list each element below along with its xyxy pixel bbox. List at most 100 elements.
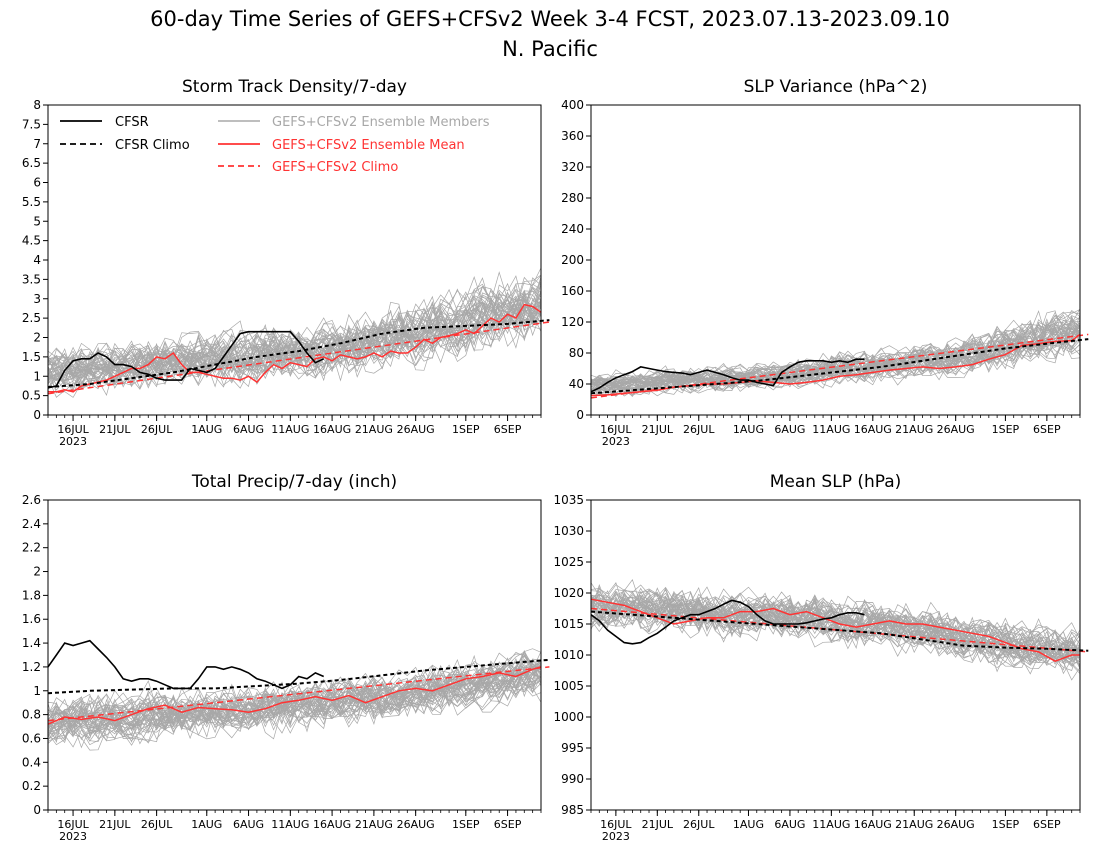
y-tick-label: 1030	[553, 524, 584, 538]
x-year-label: 2023	[602, 435, 630, 448]
x-tick-label: 16JUL	[57, 423, 89, 436]
x-tick-label: 26JUL	[141, 818, 173, 831]
x-tick-label: 21AUG	[895, 818, 933, 831]
x-tick-label: 16JUL	[600, 818, 632, 831]
y-tick-label: 990	[561, 772, 584, 786]
member-line	[590, 337, 1081, 392]
y-tick-label: 1.2	[22, 660, 41, 674]
plot-frame	[47, 499, 542, 811]
legend-cfsr-label: CFSR	[115, 115, 149, 130]
x-tick-label: 6SEP	[494, 423, 522, 436]
ensemble-members	[590, 308, 1081, 397]
x-tick-label: 6SEP	[494, 818, 522, 831]
x-tick-label: 11AUG	[271, 423, 309, 436]
x-tick-label: 1AUG	[733, 818, 764, 831]
y-tick-label: 1	[33, 369, 41, 383]
y-tick-label: 240	[561, 222, 584, 236]
panel-slpvar: SLP Variance (hPa^2) 0 40 80 120 160 200 240 280…	[561, 77, 1089, 448]
panel-mslp: Mean SLP (hPa) 985 990 995 1000 1005 1010 1015 1…	[553, 472, 1089, 843]
y-tick-label: 360	[561, 129, 584, 143]
member-line	[590, 327, 1081, 392]
legend-climo-label: GEFS+CFSv2 Climo	[272, 160, 398, 175]
y-tick-label: 1.8	[22, 588, 41, 602]
cfsr-climo-line	[590, 610, 1089, 652]
x-tick-label: 16JUL	[600, 423, 632, 436]
cfsr-line	[47, 330, 325, 389]
x-tick-label: 1AUG	[733, 423, 764, 436]
y-tick-label: 280	[561, 191, 584, 205]
y-tick-label: 1.4	[22, 636, 41, 650]
x-tick-label: 6SEP	[1033, 818, 1061, 831]
x-tick-label: 26JUL	[683, 818, 715, 831]
x-tick-label: 21JUL	[99, 423, 131, 436]
y-tick-label: 1000	[553, 710, 584, 724]
legend-members-label: GEFS+CFSv2 Ensemble Members	[272, 115, 490, 130]
x-tick-label: 26JUL	[141, 423, 173, 436]
member-line	[590, 323, 1081, 393]
panel-title-storm: Storm Track Density/7-day	[182, 77, 407, 97]
y-tick-label: 120	[561, 315, 584, 329]
y-tick-label: 0.8	[22, 708, 41, 722]
member-line	[47, 267, 542, 388]
x-tick-label: 11AUG	[271, 818, 309, 831]
member-line	[47, 674, 542, 744]
member-line	[47, 660, 542, 744]
main-subtitle: N. Pacific	[502, 37, 598, 61]
member-line	[47, 291, 542, 390]
y-tick-label: 2	[33, 565, 41, 579]
x-tick-label: 1AUG	[191, 818, 222, 831]
member-line	[590, 597, 1081, 662]
y-tick-label: 1015	[553, 617, 584, 631]
member-line	[47, 662, 542, 731]
plot-frame	[590, 499, 1081, 811]
legend-mean-label: GEFS+CFSv2 Ensemble Mean	[272, 138, 465, 153]
x-tick-label: 11AUG	[812, 423, 850, 436]
x-tick-label: 26JUL	[683, 423, 715, 436]
y-tick-label: 7	[33, 137, 41, 151]
member-line	[47, 660, 542, 744]
member-line	[47, 664, 542, 733]
member-line	[590, 587, 1081, 681]
y-tick-label: 2.2	[22, 541, 41, 555]
y-tick-label: 1.6	[22, 612, 41, 626]
member-line	[590, 311, 1081, 394]
x-year-label: 2023	[602, 830, 630, 843]
x-tick-label: 26AUG	[397, 423, 435, 436]
x-tick-label: 16AUG	[313, 818, 351, 831]
x-tick-label: 26AUG	[937, 423, 975, 436]
y-tick-label: 40	[569, 377, 584, 391]
x-tick-label: 26AUG	[937, 818, 975, 831]
panel-title-precip: Total Precip/7-day (inch)	[191, 472, 397, 492]
y-tick-label: 5.5	[22, 195, 41, 209]
x-tick-label: 1SEP	[452, 818, 480, 831]
member-line	[47, 651, 542, 732]
panel-title-slpvar: SLP Variance (hPa^2)	[744, 77, 928, 97]
x-tick-label: 1SEP	[992, 818, 1020, 831]
y-tick-label: 4	[33, 253, 41, 267]
x-year-label: 2023	[59, 435, 87, 448]
y-tick-label: 2.5	[22, 311, 41, 325]
ensemble-mean-line	[590, 598, 1080, 663]
y-tick-label: 2	[33, 331, 41, 345]
member-line	[590, 586, 1081, 666]
y-tick-label: 160	[561, 284, 584, 298]
panel-storm: Storm Track Density/7-day 0 0.5 1 1.5 2 2.5 3 3.…	[22, 77, 550, 448]
x-tick-label: 1SEP	[452, 423, 480, 436]
y-tick-label: 1010	[553, 648, 584, 662]
x-tick-label: 6SEP	[1033, 423, 1061, 436]
x-tick-label: 21JUL	[642, 818, 674, 831]
climo-line	[47, 321, 550, 395]
member-line	[47, 662, 542, 729]
x-tick-label: 6AUG	[774, 818, 805, 831]
ensemble-mean-line	[48, 303, 542, 393]
y-tick-label: 2.4	[22, 517, 41, 531]
member-line	[590, 590, 1081, 670]
x-year-label: 2023	[59, 830, 87, 843]
panel-title-mslp: Mean SLP (hPa)	[770, 472, 902, 492]
member-line	[47, 292, 542, 392]
x-tick-label: 21JUL	[99, 818, 131, 831]
member-line	[47, 298, 542, 389]
y-tick-label: 985	[561, 803, 584, 817]
